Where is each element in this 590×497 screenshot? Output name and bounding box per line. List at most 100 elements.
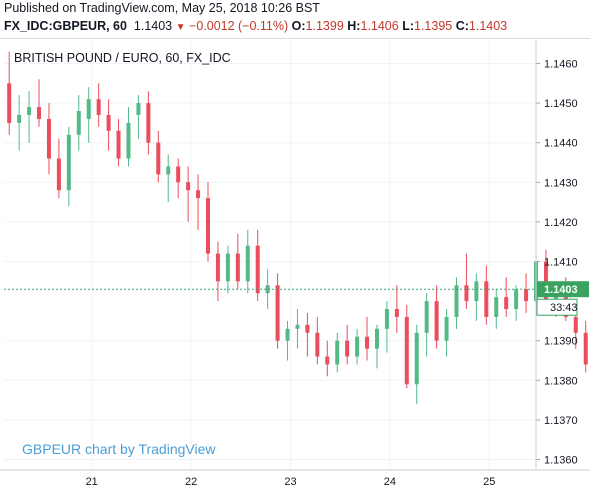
candle	[76, 95, 81, 151]
last-price: 1.1403	[133, 19, 173, 33]
candle-body	[225, 253, 230, 282]
candle-body	[76, 111, 81, 135]
candle-body	[404, 316, 409, 385]
candle-body	[474, 281, 479, 302]
open-label: O:	[291, 19, 306, 33]
x-tick-label: 24	[384, 476, 396, 488]
close-label: C:	[455, 19, 469, 33]
x-tick-label: 25	[483, 476, 495, 488]
down-arrow-icon: ▼	[175, 22, 186, 33]
candle	[514, 285, 519, 321]
candle	[66, 126, 71, 207]
candle	[245, 229, 250, 294]
open-value: 1.1399	[305, 19, 344, 33]
x-tick-label: 22	[185, 476, 197, 488]
candle-body	[355, 336, 360, 357]
candle-body	[156, 142, 161, 175]
candle	[146, 91, 151, 155]
candle	[355, 328, 360, 365]
candle	[176, 158, 181, 199]
candle	[215, 241, 220, 302]
candle	[265, 269, 270, 310]
candle-body	[484, 281, 489, 317]
y-tick-label: 1.1420	[544, 217, 578, 229]
candle-body	[106, 114, 111, 131]
x-tick-label: 21	[86, 476, 98, 488]
candle	[235, 233, 240, 290]
candle	[335, 332, 340, 373]
candle	[136, 95, 141, 139]
y-tick-label: 1.1390	[544, 336, 578, 348]
candle-body	[255, 245, 260, 294]
x-tick-label: 23	[284, 476, 296, 488]
candle-body	[295, 324, 300, 329]
candle	[7, 51, 12, 135]
candle-body	[136, 103, 141, 115]
candle	[494, 289, 499, 329]
candle	[434, 285, 439, 349]
candle-body	[186, 182, 191, 191]
candle-body	[315, 332, 320, 357]
candle-body	[265, 285, 270, 294]
symbol-label: FX_IDC:GBPEUR, 60	[4, 19, 127, 33]
candle	[524, 273, 529, 313]
candle	[384, 301, 389, 353]
candle-body	[27, 107, 32, 115]
candle-body	[146, 103, 151, 143]
candle	[156, 130, 161, 183]
countdown-box	[536, 298, 578, 316]
axes: 1.1460 1.1450 1.1440 1.1430 1.1420 1.1410 1.13…	[0, 40, 590, 488]
candle	[285, 320, 290, 361]
candle	[484, 265, 489, 325]
y-tick-label: 1.1450	[544, 98, 578, 110]
candle-body	[37, 107, 42, 119]
candle	[196, 174, 201, 230]
candle-body	[235, 253, 240, 282]
candle	[206, 182, 210, 262]
candle-body	[434, 301, 439, 341]
y-tick-label: 1.1360	[544, 455, 578, 467]
low-label: L:	[402, 19, 414, 33]
y-tick-label: 1.1380	[544, 375, 578, 387]
watermark: GBPEUR chart by TradingView	[22, 441, 216, 457]
close-value: 1.1403	[468, 19, 508, 33]
candle-body	[96, 99, 101, 115]
candle	[315, 316, 320, 365]
candle-body	[325, 356, 330, 365]
candle	[365, 316, 370, 361]
candle	[37, 79, 42, 127]
candle-body	[285, 328, 290, 341]
chart-title: BRITISH POUND / EURO, 60, FX_IDC	[14, 51, 231, 65]
low-value: 1.1395	[414, 19, 453, 33]
candle-body	[394, 309, 399, 317]
candle-body	[573, 316, 578, 333]
candle-body	[365, 336, 370, 349]
candle-body	[345, 340, 350, 357]
y-tick-label: 1.1410	[544, 257, 578, 269]
y-tick-label: 1.1440	[544, 138, 578, 150]
grid	[4, 40, 536, 470]
candle	[56, 138, 61, 199]
candle-body	[504, 297, 509, 310]
candle	[116, 118, 121, 167]
candle	[96, 83, 101, 127]
candle	[454, 277, 459, 329]
candle-body	[176, 166, 181, 183]
candle	[504, 277, 509, 317]
candle-body	[414, 332, 419, 385]
y-tick-label: 1.1430	[544, 177, 578, 189]
top-divider	[0, 38, 590, 39]
candle-body	[424, 301, 429, 333]
candle	[325, 340, 330, 377]
candle	[444, 309, 449, 357]
candle	[255, 229, 260, 302]
candle	[46, 103, 51, 175]
candle-body	[454, 285, 459, 317]
candle-body	[384, 309, 389, 329]
quote-line: FX_IDC:GBPEUR, 60 1.1403 ▼ −0.0012 (−0.1…	[4, 19, 507, 33]
candle-body	[215, 253, 220, 282]
candle	[225, 245, 230, 294]
candle	[374, 324, 379, 369]
candle	[27, 91, 32, 143]
